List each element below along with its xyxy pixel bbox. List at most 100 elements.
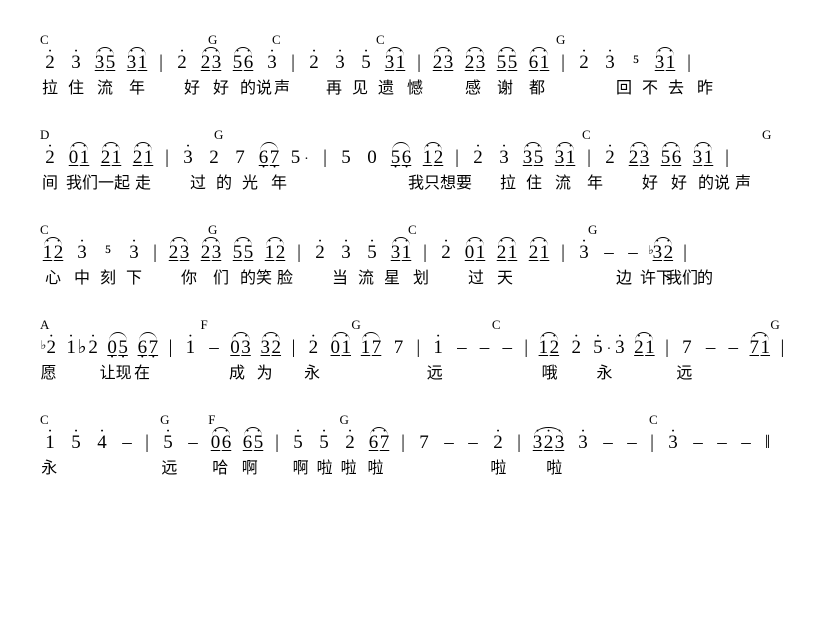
lyric-label: 好 bbox=[640, 176, 660, 192]
music-line-4: AFGCG♭21♭20567|1–0332|201177|1–––|1225·3… bbox=[40, 315, 793, 382]
lyric-row: 心中刻下你们的笑脸当流星划过天边许下我们的 bbox=[40, 265, 793, 287]
lyric-label: 的说 bbox=[240, 81, 266, 97]
chord-row: CGCCG bbox=[40, 30, 793, 46]
lyric-label: 当 bbox=[330, 271, 350, 287]
lyric-label: 你 bbox=[176, 271, 202, 287]
music-line-5: CGFGC154–|5–0665|55267|7––2|3233––|3–––‖… bbox=[40, 410, 793, 477]
lyric-label: 永 bbox=[589, 366, 621, 382]
chord-label: G bbox=[556, 33, 582, 46]
lyric-label: 划 bbox=[408, 271, 434, 287]
lyric-label: 都 bbox=[524, 81, 550, 97]
lyric-label: 我们 bbox=[666, 271, 686, 287]
lyric-label: 天 bbox=[492, 271, 518, 287]
lyric-row: 永远哈啊啊啦啦啦啦啦 bbox=[40, 455, 793, 477]
lyric-label: 啦 bbox=[537, 461, 571, 477]
lyric-label: 去 bbox=[666, 81, 686, 97]
note-row: ♭21♭20567|1–0332|201177|1–––|1225·321|7–… bbox=[40, 331, 793, 357]
lyric-label: 再 bbox=[324, 81, 344, 97]
lyric-label: 不 bbox=[640, 81, 660, 97]
lyric-label: 哦 bbox=[538, 366, 560, 382]
lyric-label: 过 bbox=[466, 271, 486, 287]
lyric-label: 声 bbox=[730, 176, 756, 192]
note-row: 2012121|327675·|505612|233531|2235631| bbox=[40, 141, 793, 167]
lyric-label: 心 bbox=[40, 271, 66, 287]
lyric-label: 好 bbox=[182, 81, 202, 97]
lyric-label: 啊 bbox=[238, 461, 262, 477]
lyric-label: 年 bbox=[124, 81, 150, 97]
chord-label: G bbox=[214, 128, 234, 141]
lyric-label: 星 bbox=[382, 271, 402, 287]
lyric-label: 啦 bbox=[363, 461, 387, 477]
chord-label: C bbox=[582, 128, 608, 141]
note-row: 233531|223563|23531|23235561|23⁵31| bbox=[40, 46, 793, 72]
lyric-label: 拉 bbox=[40, 81, 60, 97]
lyric-label: 走 bbox=[130, 176, 156, 192]
lyric-label: 的 bbox=[214, 176, 234, 192]
chord-label: C bbox=[408, 223, 434, 236]
music-line-2: DGCG2012121|327675·|505612|233531|223563… bbox=[40, 125, 793, 192]
lyric-label: 年 bbox=[266, 176, 292, 192]
lyric-label: 永 bbox=[304, 366, 321, 382]
lyric-label: 远 bbox=[160, 461, 178, 477]
lyric-label: 啊 bbox=[291, 461, 309, 477]
lyric-label: 遗 bbox=[376, 81, 396, 97]
chord-label: G bbox=[762, 128, 782, 141]
lyric-label: 我们 bbox=[66, 176, 92, 192]
chord-label: C bbox=[272, 33, 292, 46]
lyric-label: 哈 bbox=[208, 461, 232, 477]
lyric-label: 让现 bbox=[100, 366, 126, 382]
chord-row: CGCG bbox=[40, 220, 793, 236]
lyric-label: 住 bbox=[524, 176, 544, 192]
chord-label: G bbox=[208, 223, 234, 236]
lyric-label: 愿 bbox=[40, 366, 57, 382]
lyric-label: 拉 bbox=[498, 176, 518, 192]
lyric-label: 年 bbox=[582, 176, 608, 192]
lyric-label: 的笑 bbox=[240, 271, 266, 287]
chord-label: G bbox=[770, 318, 787, 331]
lyric-label: 刻 bbox=[98, 271, 118, 287]
lyric-label: 想要 bbox=[440, 176, 466, 192]
chord-label: G bbox=[588, 223, 608, 236]
lyric-label: 住 bbox=[66, 81, 86, 97]
lyric-label: 感 bbox=[460, 81, 486, 97]
lyric-label: 在 bbox=[131, 366, 153, 382]
lyric-label: 回 bbox=[614, 81, 634, 97]
lyric-label: 远 bbox=[426, 366, 443, 382]
lyric-label: 见 bbox=[350, 81, 370, 97]
lyric-label: 的 bbox=[692, 271, 718, 287]
lyric-label: 远 bbox=[676, 366, 693, 382]
lyric-label: 我只 bbox=[408, 176, 434, 192]
music-line-3: CGCG123⁵3|23235512|23531|2012121|3––♭32|… bbox=[40, 220, 793, 287]
lyric-label: 间 bbox=[40, 176, 60, 192]
lyric-label: 为 bbox=[253, 366, 275, 382]
lyric-label: 好 bbox=[208, 81, 234, 97]
chord-row: CGFGC bbox=[40, 410, 793, 426]
lyric-label: 一起 bbox=[98, 176, 124, 192]
note-row: 154–|5–0665|55267|7––2|3233––|3–––‖ bbox=[40, 426, 793, 452]
lyric-label: 流 bbox=[92, 81, 118, 97]
lyric-label: 啦 bbox=[315, 461, 333, 477]
lyric-label: 声 bbox=[272, 81, 292, 97]
jianpu-sheet: CGCCG233531|223563|23531|23235561|23⁵31|… bbox=[40, 30, 793, 477]
lyric-label: 啦 bbox=[489, 461, 507, 477]
lyric-label: 永 bbox=[40, 461, 58, 477]
note-row: 123⁵3|23235512|23531|2012121|3––♭32| bbox=[40, 236, 793, 262]
lyric-label: 成 bbox=[226, 366, 248, 382]
lyric-label: 憾 bbox=[402, 81, 428, 97]
lyric-label: 中 bbox=[72, 271, 92, 287]
lyric-label: 下 bbox=[124, 271, 144, 287]
lyric-label: 流 bbox=[550, 176, 576, 192]
lyric-label: 好 bbox=[666, 176, 692, 192]
lyric-label: 流 bbox=[356, 271, 376, 287]
chord-label: G bbox=[208, 33, 234, 46]
chord-label: C bbox=[649, 413, 667, 426]
lyric-label: 谢 bbox=[492, 81, 518, 97]
lyric-row: 间我们一起走过的光年我只想要拉住流年好好的说声 bbox=[40, 170, 793, 192]
chord-label: F bbox=[200, 318, 217, 331]
lyric-label: 啦 bbox=[339, 461, 357, 477]
lyric-label: 昨 bbox=[692, 81, 718, 97]
lyric-label: 的说 bbox=[698, 176, 724, 192]
lyric-row: 拉住流年好好的说声再见遗憾感谢都回不去昨 bbox=[40, 75, 793, 97]
chord-row: AFGCG bbox=[40, 315, 793, 331]
music-line-1: CGCCG233531|223563|23531|23235561|23⁵31|… bbox=[40, 30, 793, 97]
